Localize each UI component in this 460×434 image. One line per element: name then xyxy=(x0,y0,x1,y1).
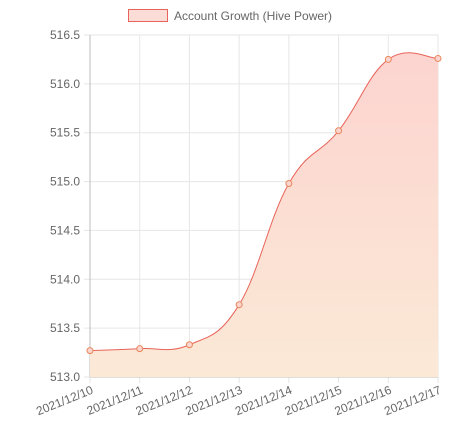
data-points xyxy=(86,54,442,355)
data-point[interactable] xyxy=(185,341,193,349)
y-axis-ticks: 513.0 513.5 514.0 514.5 515.0 515.5 516.0 516.5 xyxy=(50,28,80,384)
x-axis-ticks: 2021/12/102021/12/112021/12/122021/12/13… xyxy=(34,383,443,419)
y-tick-label: 513.5 xyxy=(50,321,80,335)
y-tick-label: 515.0 xyxy=(50,175,80,189)
y-tick-label: 515.5 xyxy=(50,126,80,140)
data-point[interactable] xyxy=(235,301,243,309)
y-tick-label: 516.0 xyxy=(50,77,80,91)
x-tick-label: 2021/12/17 xyxy=(382,383,443,419)
legend[interactable]: Account Growth (Hive Power) xyxy=(0,9,460,23)
data-point[interactable] xyxy=(434,54,442,62)
series-line xyxy=(89,52,439,352)
data-point[interactable] xyxy=(285,180,293,188)
legend-swatch xyxy=(127,9,168,22)
data-point[interactable] xyxy=(335,127,343,135)
data-point[interactable] xyxy=(384,55,392,63)
y-tick-label: 516.5 xyxy=(50,28,80,42)
data-point[interactable] xyxy=(86,347,94,355)
data-point[interactable] xyxy=(136,345,144,353)
x-tick-label: 2021/12/10 xyxy=(34,383,95,419)
y-tick-label: 513.0 xyxy=(50,370,80,384)
area-fill xyxy=(90,52,438,378)
y-tick-label: 514.0 xyxy=(50,272,80,286)
legend-label: Account Growth (Hive Power) xyxy=(173,9,333,23)
series-area xyxy=(89,52,439,378)
y-tick-label: 514.5 xyxy=(50,223,80,237)
